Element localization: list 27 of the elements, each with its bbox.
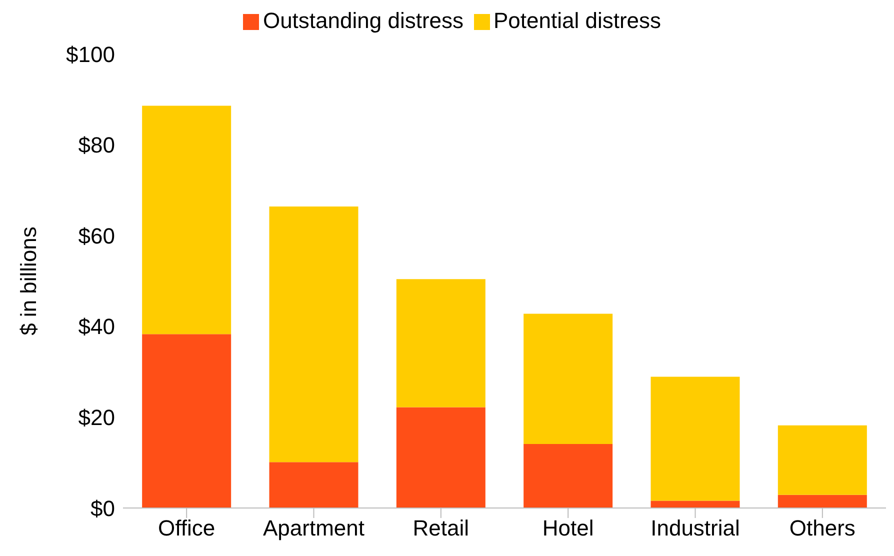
bar — [142, 334, 232, 508]
legend-label: Potential distress — [494, 8, 662, 33]
bar — [524, 444, 613, 508]
y-tick-label: $80 — [78, 132, 115, 158]
y-tick-label: $40 — [78, 314, 115, 340]
y-tick-label: $60 — [78, 223, 115, 248]
legend-label: Outstanding distress — [262, 8, 464, 33]
y-tick-label: $20 — [78, 405, 115, 430]
x-tick-label: Hotel — [542, 516, 594, 541]
x-tick-label: Office — [158, 516, 216, 541]
y-axis-title: $ in billions — [16, 226, 41, 336]
y-tick-label: $100 — [66, 42, 115, 67]
bar — [650, 500, 740, 508]
bar — [778, 425, 867, 495]
x-tick-label: Apartment — [263, 516, 364, 541]
x-tick-label: Retail — [412, 516, 470, 541]
bar — [778, 494, 867, 508]
bar — [269, 462, 358, 508]
bar — [396, 279, 486, 408]
bar — [524, 314, 613, 444]
x-tick-label: Industrial — [650, 516, 740, 541]
bar — [142, 106, 232, 334]
bar — [396, 407, 486, 508]
y-tick-label: $0 — [90, 496, 115, 521]
bar — [269, 206, 358, 462]
bar — [650, 376, 740, 501]
x-tick-label: Others — [789, 516, 856, 541]
